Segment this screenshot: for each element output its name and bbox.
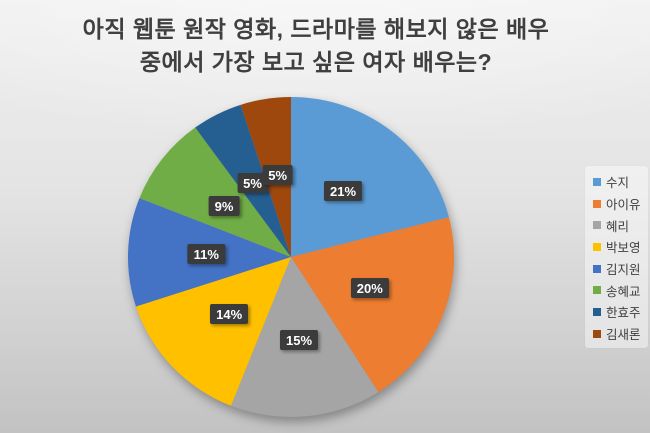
legend-label: 혜리 — [606, 219, 630, 234]
legend-item-park-bo-young: 박보영 — [593, 236, 641, 258]
pie-slice-song-hye-kyo — [139, 127, 291, 257]
legend-swatch-icon — [593, 329, 601, 338]
legend-item-han-hyo-joo: 한효주 — [593, 301, 641, 323]
legend-label: 송혜교 — [606, 284, 641, 299]
legend-swatch-icon — [593, 221, 601, 230]
legend-label: 아이유 — [606, 198, 641, 213]
pie-slice-iu — [291, 217, 455, 393]
legend-swatch-icon — [593, 307, 601, 316]
legend-item-suzy: 수지 — [593, 171, 641, 193]
legend-swatch-icon — [593, 199, 601, 208]
chart-title-line-1: 아직 웹툰 원작 영화, 드라마를 해보지 않은 배우 — [82, 16, 550, 42]
legend-swatch-icon — [593, 242, 601, 251]
legend-label: 김지원 — [606, 263, 641, 278]
legend-swatch-icon — [593, 177, 601, 186]
legend-item-iu: 아이유 — [593, 193, 641, 215]
legend-swatch-icon — [593, 286, 601, 295]
legend-item-kim-sae-ron: 김새론 — [593, 323, 641, 345]
legend-label: 한효주 — [606, 306, 641, 321]
pie-slice-suzy — [291, 97, 449, 257]
legend-label: 김새론 — [606, 328, 641, 343]
chart-title: 아직 웹툰 원작 영화, 드라마를 해보지 않은 배우 중에서 가장 보고 싶은… — [0, 13, 632, 79]
pie-slices-group — [128, 97, 455, 417]
legend-label: 박보영 — [606, 241, 641, 256]
legend-item-hyeri: 혜리 — [593, 214, 641, 236]
pie-slice-park-bo-young — [135, 257, 291, 406]
chart-title-line-2: 중에서 가장 보고 싶은 여자 배우는? — [139, 49, 493, 75]
legend-swatch-icon — [593, 264, 601, 273]
legend-label: 수지 — [606, 176, 630, 191]
legend-item-kim-ji-won: 김지원 — [593, 258, 641, 280]
legend-item-song-hye-kyo: 송혜교 — [593, 279, 641, 301]
